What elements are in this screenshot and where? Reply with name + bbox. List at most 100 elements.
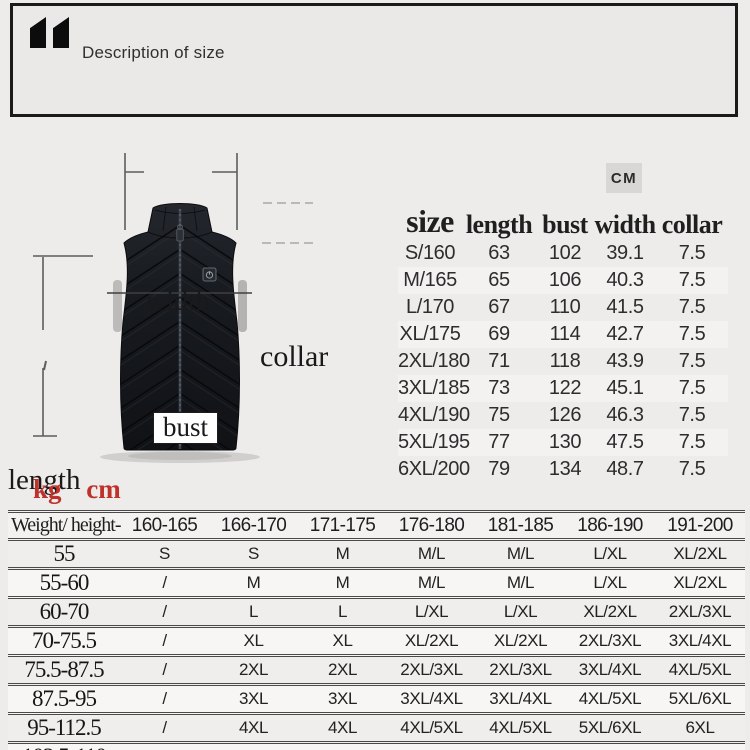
heat-button-icon	[202, 267, 217, 282]
size-table-cell: M/165	[403, 269, 457, 291]
size-table-cell: 40.3	[606, 269, 644, 291]
size-table-cell: L/170	[405, 296, 455, 318]
fit-table-weight-cell: 70-75.5	[8, 625, 120, 656]
size-table-cell: 63	[488, 242, 510, 264]
fit-table-size-cell: 4XL	[209, 712, 298, 743]
fit-table-size-cell: /	[120, 683, 209, 714]
fit-table-size-cell: 2XL/3XL	[565, 625, 655, 656]
fit-table-size-cell: 6XL	[565, 741, 655, 750]
fit-table-size-cell: 4XL/5XL	[387, 712, 476, 743]
zipper	[176, 209, 184, 449]
size-table-cell: 48.7	[606, 458, 644, 480]
fit-table-size-cell: 6XL	[655, 712, 745, 743]
fit-table-row: 60-70 /L L L/XL L/XL XL/2XL 2XL/3XL	[8, 596, 745, 627]
fit-table-size-cell: XL/2XL	[476, 625, 565, 656]
vest-shadow	[100, 451, 260, 463]
fit-table-height-header: 181-185	[476, 510, 565, 541]
size-table-row: 6XL/200 79 134 48.7 7.5	[398, 456, 728, 483]
size-table-header-cell: length	[465, 210, 533, 239]
fit-table-row: 102.5-110 /5XL5XL5XL/6XL5XL/6XL6XL6XL	[8, 741, 745, 750]
fit-table-weight-cell: 102.5-110	[8, 741, 120, 750]
collar-label: collar	[260, 340, 329, 373]
width-label: width	[146, 286, 210, 317]
fit-table-size-cell: 2XL/3XL	[655, 596, 745, 627]
fit-table-size-cell: 2XL	[209, 654, 298, 685]
size-table-cell: 65	[488, 269, 510, 291]
fit-table-size-cell: L/XL	[565, 567, 655, 598]
size-table-cell: 79	[488, 458, 510, 480]
size-table-cell: 7.5	[678, 242, 706, 264]
fit-table-size-cell: 4XL/5XL	[565, 683, 655, 714]
width-measure-line	[124, 153, 238, 230]
fit-table-weight-cell: 60-70	[8, 596, 120, 627]
fit-table-height-header: 171-175	[298, 510, 387, 541]
fit-table-size-cell: L/XL	[476, 596, 565, 627]
vest-diagram: width collar bust length	[0, 130, 400, 496]
fit-table-size-cell: S	[120, 538, 209, 569]
size-table-cell: 114	[549, 323, 581, 345]
fit-table-size-cell: XL/2XL	[387, 625, 476, 656]
fit-table-size-cell: M/L	[387, 567, 476, 598]
size-table-cell: 39.1	[606, 242, 644, 264]
size-table: size length bust width collar S/160 63 102 39.1…	[398, 202, 728, 483]
size-table-cell: 43.9	[606, 350, 644, 372]
size-table-row: 2XL/180 71 118 43.9 7.5	[398, 348, 728, 375]
fit-table-weight-cell: 55-60	[8, 567, 120, 598]
size-table-cell: 46.3	[606, 404, 644, 426]
fit-table-size-cell: XL	[209, 625, 298, 656]
size-table-row: XL/175 69 114 42.7 7.5	[398, 321, 728, 348]
size-table-cell: 7.5	[678, 431, 706, 453]
fit-table-size-cell: /	[120, 712, 209, 743]
size-table-cell: 6XL/200	[398, 458, 470, 480]
fit-table-row: 55-60 /M M M/L M/L L/XL XL/2XL	[8, 567, 745, 598]
fit-table-size-cell: 5XL/6XL	[655, 683, 745, 714]
size-table-header-cell: collar	[661, 210, 723, 239]
fit-table-size-cell: 2XL/3XL	[476, 654, 565, 685]
size-table-header-cell: size	[406, 203, 454, 239]
fit-table-row: 55 S S M M/L M/L L/XL XL/2XL	[8, 538, 745, 569]
fit-table-size-cell: 5XL	[298, 741, 387, 750]
fit-table-size-cell: 4XL/5XL	[476, 712, 565, 743]
size-table-cell: 3XL/185	[398, 377, 470, 399]
fit-table-size-cell: L	[209, 596, 298, 627]
fit-table-size-cell: /	[120, 654, 209, 685]
fit-table-size-cell: /	[120, 596, 209, 627]
fit-table-size-cell: M/L	[476, 567, 565, 598]
size-table-cell: 69	[488, 323, 510, 345]
fit-table-size-cell: 6XL	[655, 741, 745, 750]
size-table-cell: 73	[488, 377, 510, 399]
fit-table-size-cell: L/XL	[565, 538, 655, 569]
size-table-cell: 71	[488, 350, 510, 372]
kg-label: kg	[33, 474, 62, 504]
size-table-cell: 7.5	[678, 350, 706, 372]
fit-table-size-cell: 2XL/3XL	[387, 654, 476, 685]
size-table-cell: 5XL/195	[398, 431, 470, 453]
cm-label: cm	[86, 474, 121, 504]
size-table-header-cell: width	[594, 210, 656, 239]
fit-table-size-cell: M	[298, 567, 387, 598]
size-table-row: 3XL/185 73 122 45.1 7.5	[398, 375, 728, 402]
size-table-cell: 67	[488, 296, 510, 318]
size-table-cell: 77	[488, 431, 510, 453]
size-table-cell: S/160	[404, 242, 456, 264]
size-table-cell: 75	[488, 404, 510, 426]
page-title: Description of size	[82, 43, 225, 63]
collar-measure-line	[262, 202, 317, 244]
fit-table-height-header: 160-165	[120, 510, 209, 541]
quote-icon	[30, 17, 69, 48]
fit-table-size-cell: /	[120, 625, 209, 656]
size-table-cell: XL/175	[399, 323, 461, 345]
fit-table-size-cell: 3XL/4XL	[655, 625, 745, 656]
fit-table-size-cell: M	[209, 567, 298, 598]
fit-table-size-cell: L	[298, 596, 387, 627]
size-table-cell: 7.5	[678, 296, 706, 318]
size-table-header-row: size length bust width collar	[398, 202, 728, 240]
size-table-row: L/170 67 110 41.5 7.5	[398, 294, 728, 321]
fit-table-size-cell: /	[120, 741, 209, 750]
size-table-cell: 4XL/190	[398, 404, 470, 426]
fit-table: Weight/ height- 160-165 166-170 171-175 176…	[8, 510, 745, 750]
fit-table-size-cell: 5XL/6XL	[476, 741, 565, 750]
fit-table-size-cell: S	[209, 538, 298, 569]
size-table-cell: 134	[548, 458, 582, 480]
